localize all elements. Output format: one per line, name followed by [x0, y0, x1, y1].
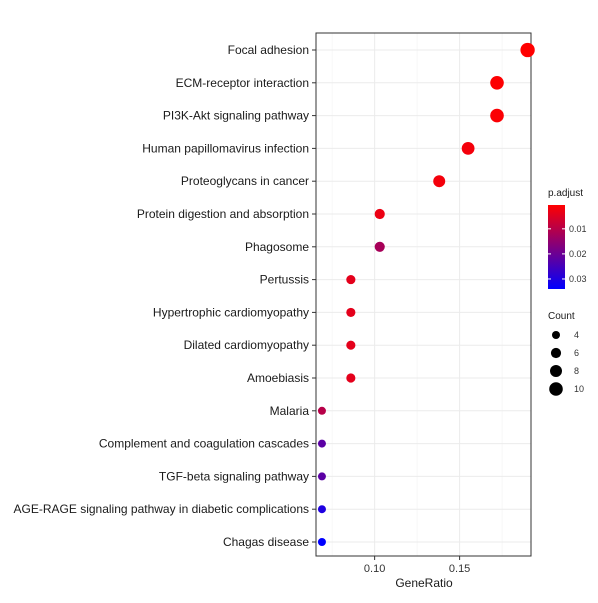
data-point: [490, 76, 504, 90]
x-axis-title: GeneRatio: [395, 576, 453, 590]
data-point: [374, 208, 385, 220]
data-point: [317, 439, 326, 448]
data-point: [317, 472, 326, 481]
size-legend-label: 4: [574, 330, 579, 340]
term-label: TGF-beta signaling pathway: [159, 469, 309, 483]
term-label: Human papillomavirus infection: [142, 141, 309, 155]
color-legend-label: 0.02: [569, 249, 587, 259]
size-legend-label: 6: [574, 348, 579, 358]
data-point: [490, 108, 504, 123]
term-label: Amoebiasis: [247, 371, 309, 385]
term-labels: Focal adhesion ECM-receptor interaction PI…: [14, 43, 316, 549]
panel-border: [315, 32, 532, 557]
size-legend-dot: [552, 331, 560, 339]
size-legend-title: Count: [548, 311, 575, 322]
color-legend: p.adjust 0.01 0.02 0.03: [548, 188, 587, 289]
size-legend-dot: [549, 382, 563, 396]
data-point: [520, 42, 535, 58]
term-label: AGE-RAGE signaling pathway in diabetic c…: [14, 502, 309, 516]
term-label: Complement and coagulation cascades: [99, 437, 309, 451]
term-label: Focal adhesion: [228, 43, 309, 57]
size-legend-label: 8: [574, 366, 579, 376]
term-label: ECM-receptor interaction: [176, 76, 309, 90]
plot-panel: [315, 32, 535, 557]
data-point: [346, 307, 356, 317]
data-point: [461, 142, 475, 155]
term-label: Pertussis: [260, 273, 309, 287]
x-tick-label: 0.15: [449, 563, 470, 575]
data-point: [346, 373, 356, 383]
data-point: [346, 340, 356, 350]
color-legend-label: 0.03: [569, 274, 587, 284]
data-point: [317, 538, 326, 546]
term-label: Proteoglycans in cancer: [181, 174, 309, 188]
size-legend: Count 4 6 8 10: [548, 311, 584, 396]
color-legend-bar: [548, 205, 565, 289]
x-axis: 0.10 0.15: [364, 556, 470, 575]
size-legend-dot: [550, 365, 562, 377]
color-legend-title: p.adjust: [548, 188, 583, 199]
term-label: Hypertrophic cardiomyopathy: [153, 305, 309, 319]
size-legend-label: 10: [574, 384, 584, 394]
term-label: Phagosome: [245, 240, 309, 254]
data-point: [433, 175, 446, 188]
term-label: Chagas disease: [223, 535, 309, 549]
term-label: Dilated cardiomyopathy: [184, 338, 309, 352]
size-legend-dot: [550, 347, 562, 359]
term-label: Protein digestion and absorption: [137, 207, 309, 221]
x-tick-label: 0.10: [364, 563, 385, 575]
data-point: [317, 505, 326, 514]
color-legend-label: 0.01: [569, 224, 587, 234]
data-point: [317, 406, 326, 415]
data-point: [346, 275, 356, 285]
term-label: Malaria: [270, 404, 310, 418]
data-point: [374, 241, 385, 252]
term-label: PI3K-Akt signaling pathway: [163, 109, 309, 123]
